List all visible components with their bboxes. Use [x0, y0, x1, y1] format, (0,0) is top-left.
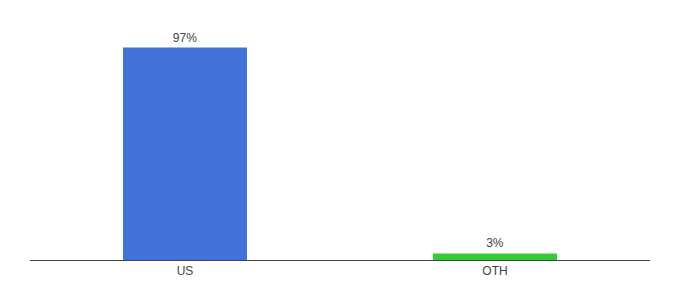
svg-text:OTH: OTH: [482, 264, 507, 278]
svg-text:97%: 97%: [173, 31, 197, 45]
svg-text:US: US: [177, 264, 194, 278]
svg-text:3%: 3%: [486, 236, 504, 250]
